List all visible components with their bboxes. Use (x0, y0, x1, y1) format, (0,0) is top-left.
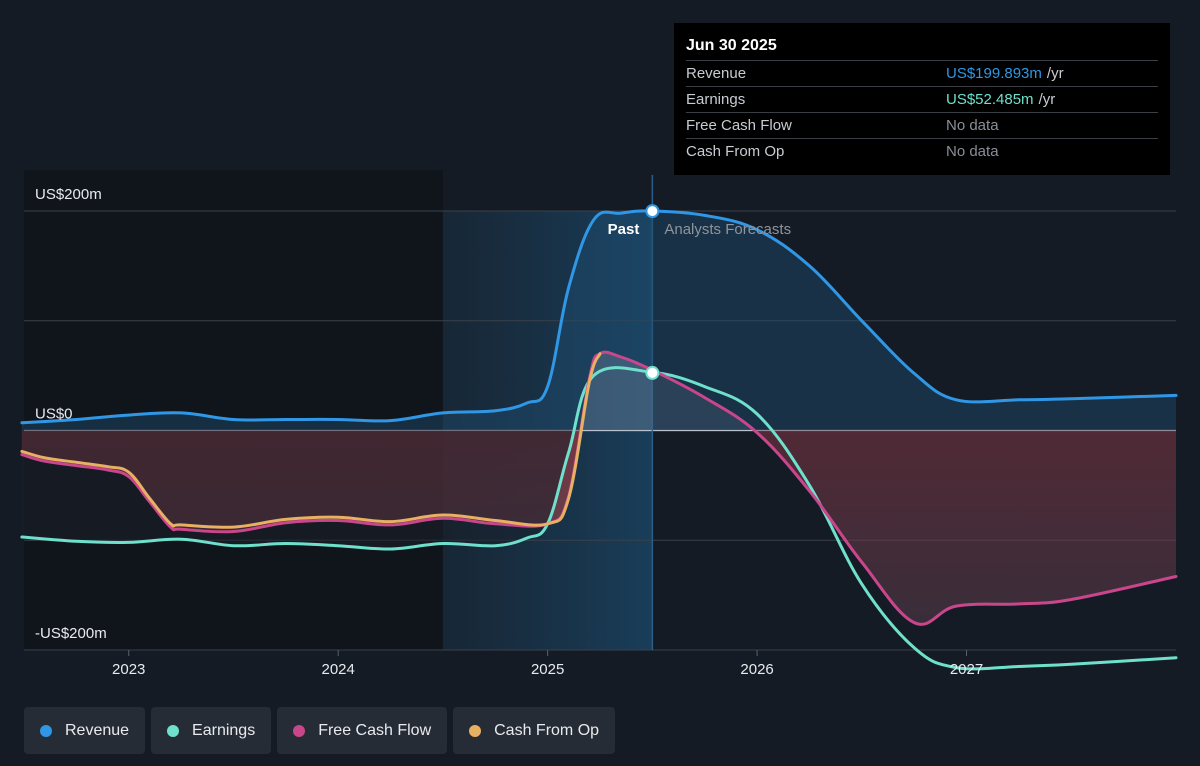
negative-area-future (652, 430, 1176, 625)
legend-dot-icon (40, 724, 52, 737)
revenue-area (21, 210, 1176, 431)
tooltip-label: Revenue (686, 65, 747, 82)
series-line-cash-from-op (20, 352, 602, 529)
x-tick-label: 2025 (531, 661, 564, 678)
legend-item-free-cash-flow[interactable]: Free Cash Flow (277, 707, 448, 754)
legend-item-revenue[interactable]: Revenue (24, 707, 146, 754)
financial-chart: US$200m US$0 -US$200m 2023 2024 2025 2026 2027 P… (20, 170, 1178, 678)
tooltip-value: No data (946, 143, 999, 160)
x-tick-label: 2027 (950, 661, 983, 678)
legend-item-earnings[interactable]: Earnings (151, 707, 272, 754)
past-region-shade (24, 170, 443, 650)
tooltip-row-revenue: Revenue US$199.893m /yr (686, 60, 1158, 86)
tooltip-row-free-cash-flow: Free Cash Flow No data (686, 112, 1158, 138)
legend-dot-icon (293, 724, 306, 737)
forecast-label: Analysts Forecasts (664, 221, 791, 238)
x-tick-label: 2024 (321, 661, 354, 678)
series-line-earnings (20, 366, 1178, 671)
tooltip-row-earnings: Earnings US$52.485m /yr (686, 86, 1158, 112)
y-tick-label: -US$200m (35, 625, 107, 642)
tooltip-panel: Jun 30 2025 Revenue US$199.893m /yr Earn… (674, 23, 1170, 175)
earnings-marker (645, 365, 660, 380)
revenue-marker (645, 204, 660, 219)
legend-label: Revenue (65, 721, 130, 739)
tooltip-label: Cash From Op (686, 143, 785, 160)
legend-label: Cash From Op (494, 721, 600, 739)
chart-legend: Revenue Earnings Free Cash Flow Cash Fro… (24, 707, 621, 754)
tooltip-unit: /yr (1046, 65, 1064, 82)
legend-item-cash-from-op[interactable]: Cash From Op (453, 707, 616, 754)
legend-label: Free Cash Flow (318, 721, 432, 739)
legend-dot-icon (469, 724, 482, 737)
y-tick-label: US$0 (35, 406, 73, 423)
tooltip-value: US$199.893m (946, 65, 1042, 82)
tooltip-date: Jun 30 2025 (686, 37, 777, 54)
legend-label: Earnings (192, 721, 256, 739)
tooltip-row-cash-from-op: Cash From Op No data (686, 138, 1158, 164)
tooltip-label: Free Cash Flow (686, 117, 792, 134)
tooltip-value: US$52.485m (946, 91, 1034, 108)
tooltip-value: No data (946, 117, 999, 134)
series-line-revenue (20, 209, 1178, 425)
tooltip-unit: /yr (1038, 91, 1056, 108)
x-tick-label: 2026 (740, 661, 773, 678)
past-label: Past (608, 221, 640, 238)
legend-dot-icon (167, 724, 180, 737)
x-tick-label: 2023 (112, 661, 145, 678)
y-tick-label: US$200m (35, 186, 102, 203)
tooltip-label: Earnings (686, 91, 746, 108)
